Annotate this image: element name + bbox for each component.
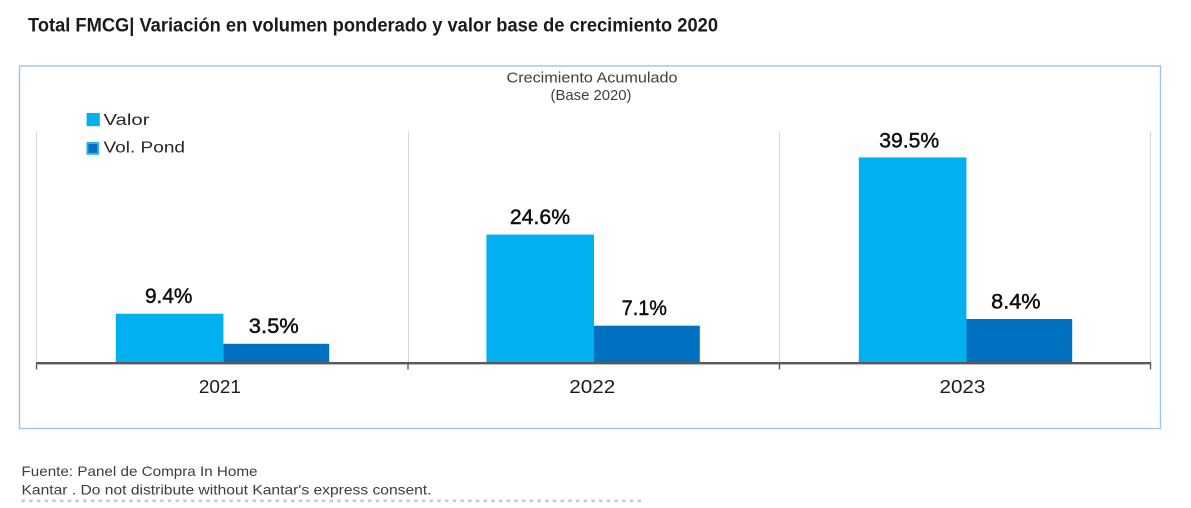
svg-text:3.5%: 3.5% [249,314,299,338]
svg-text:(Base 2020): (Base 2020) [551,88,632,104]
svg-text:2023: 2023 [940,376,986,397]
svg-text:Crecimiento Acumulado: Crecimiento Acumulado [507,71,678,87]
svg-text:24.6%: 24.6% [510,205,570,229]
svg-text:2022: 2022 [569,376,615,397]
svg-text:Vol. Pond: Vol. Pond [104,140,186,157]
svg-text:Total FMCG| Variación en volum: Total FMCG| Variación en volumen pondera… [28,15,718,37]
svg-text:9.4%: 9.4% [145,284,193,308]
svg-text:39.5%: 39.5% [879,129,939,153]
svg-text:Fuente: Panel de Compra In Hom: Fuente: Panel de Compra In Home [22,463,258,479]
svg-text:2021: 2021 [199,376,241,397]
svg-text:Valor: Valor [104,112,151,129]
svg-text:Kantar . Do not distribute wit: Kantar . Do not distribute without Kanta… [22,481,432,497]
svg-text:7.1%: 7.1% [622,296,667,320]
svg-text:8.4%: 8.4% [991,290,1040,314]
